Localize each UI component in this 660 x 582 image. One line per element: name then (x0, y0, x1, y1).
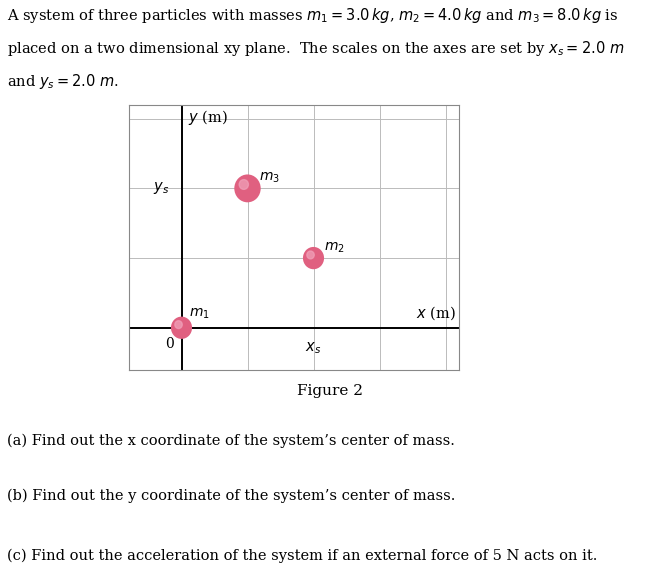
Text: 0: 0 (165, 337, 174, 351)
Text: Figure 2: Figure 2 (297, 384, 363, 399)
Circle shape (175, 321, 182, 328)
Text: $m_1$: $m_1$ (189, 306, 210, 321)
Text: placed on a two dimensional xy plane.  The scales on the axes are set by $x_s = : placed on a two dimensional xy plane. Th… (7, 39, 624, 58)
Text: $m_3$: $m_3$ (259, 171, 280, 185)
Circle shape (307, 251, 314, 259)
Text: $\it{x}_{\it{s}}$: $\it{x}_{\it{s}}$ (306, 340, 321, 356)
Text: A system of three particles with masses $m_1 = 3.0\,kg$, $m_2 = 4.0\,kg$ and $m_: A system of three particles with masses … (7, 6, 618, 25)
Text: (b) Find out the y coordinate of the system’s center of mass.: (b) Find out the y coordinate of the sys… (7, 489, 455, 503)
Circle shape (303, 247, 324, 269)
Text: $\it{y}_{\it{s}}$: $\it{y}_{\it{s}}$ (154, 180, 170, 196)
Circle shape (239, 180, 248, 189)
Text: $\it{y}$ (m): $\it{y}$ (m) (188, 108, 228, 127)
Text: (a) Find out the x coordinate of the system’s center of mass.: (a) Find out the x coordinate of the sys… (7, 434, 455, 448)
Circle shape (171, 317, 192, 339)
Text: $\it{x}$ (m): $\it{x}$ (m) (416, 304, 455, 322)
Text: and $y_s = 2.0\ m$.: and $y_s = 2.0\ m$. (7, 72, 119, 91)
Circle shape (234, 175, 261, 203)
Text: $m_2$: $m_2$ (324, 240, 345, 254)
Text: (c) Find out the acceleration of the system if an external force of 5 N acts on : (c) Find out the acceleration of the sys… (7, 549, 597, 563)
